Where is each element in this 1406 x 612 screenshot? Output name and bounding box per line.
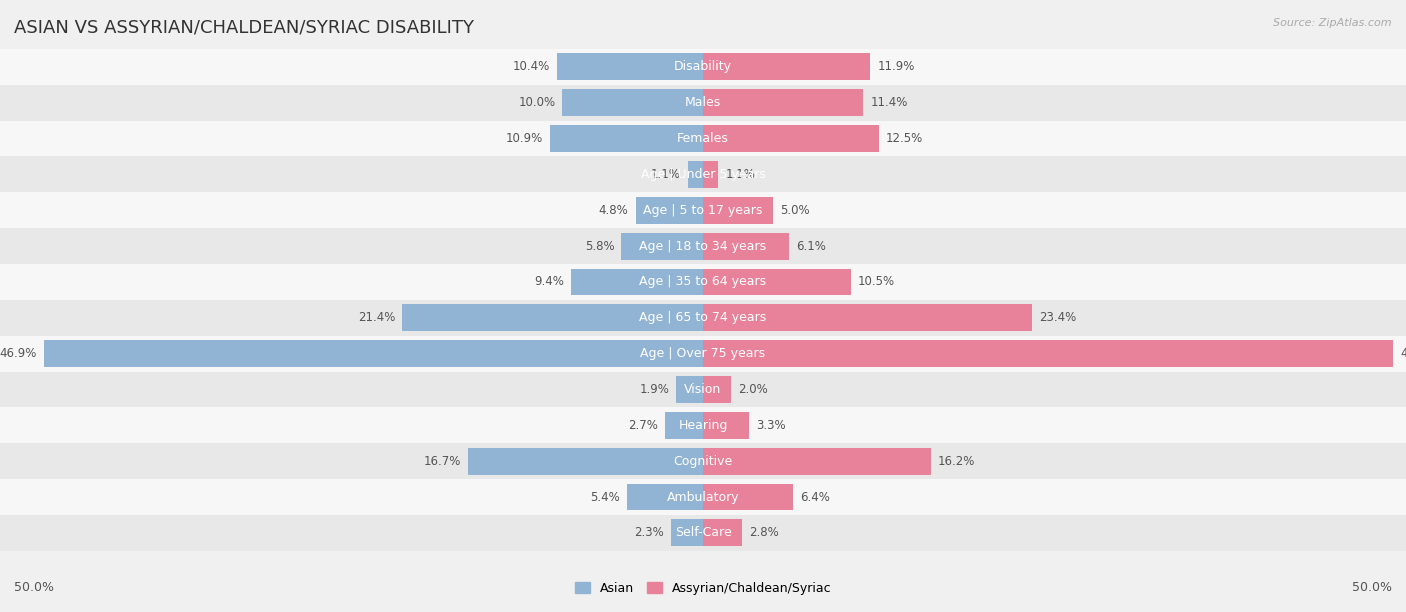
Legend: Asian, Assyrian/Chaldean/Syriac: Asian, Assyrian/Chaldean/Syriac	[569, 577, 837, 600]
Text: Self-Care: Self-Care	[675, 526, 731, 539]
Text: Age | 35 to 64 years: Age | 35 to 64 years	[640, 275, 766, 288]
Text: 1.1%: 1.1%	[725, 168, 755, 181]
Bar	[0, 192, 1406, 228]
Text: Age | Over 75 years: Age | Over 75 years	[641, 347, 765, 360]
Bar	[571, 269, 703, 296]
Bar	[0, 157, 1406, 192]
Text: 10.4%: 10.4%	[513, 61, 550, 73]
Bar	[562, 89, 703, 116]
Text: 9.4%: 9.4%	[534, 275, 564, 288]
Bar	[44, 340, 703, 367]
Text: 2.7%: 2.7%	[628, 419, 658, 432]
Bar	[0, 121, 1406, 157]
Text: 23.4%: 23.4%	[1039, 312, 1076, 324]
Text: 4.8%: 4.8%	[599, 204, 628, 217]
Text: 6.1%: 6.1%	[796, 240, 825, 253]
Text: 10.9%: 10.9%	[506, 132, 543, 145]
Text: 6.4%: 6.4%	[800, 491, 830, 504]
Bar	[0, 515, 1406, 551]
Bar	[703, 125, 879, 152]
Text: 10.5%: 10.5%	[858, 275, 894, 288]
Text: 12.5%: 12.5%	[886, 132, 922, 145]
Bar	[703, 520, 742, 547]
Bar	[665, 412, 703, 439]
Text: Vision: Vision	[685, 383, 721, 396]
Text: 46.9%: 46.9%	[0, 347, 37, 360]
Text: 10.0%: 10.0%	[519, 96, 555, 109]
Bar	[0, 336, 1406, 371]
Bar	[703, 376, 731, 403]
Bar	[636, 197, 703, 224]
Text: 21.4%: 21.4%	[357, 312, 395, 324]
Bar	[703, 448, 931, 475]
Bar	[0, 85, 1406, 121]
Text: 1.1%: 1.1%	[651, 168, 681, 181]
Text: Age | 5 to 17 years: Age | 5 to 17 years	[644, 204, 762, 217]
Text: 16.7%: 16.7%	[423, 455, 461, 468]
Text: Ambulatory: Ambulatory	[666, 491, 740, 504]
Bar	[703, 412, 749, 439]
Text: 11.4%: 11.4%	[870, 96, 908, 109]
Text: 50.0%: 50.0%	[14, 581, 53, 594]
Text: Females: Females	[678, 132, 728, 145]
Text: ASIAN VS ASSYRIAN/CHALDEAN/SYRIAC DISABILITY: ASIAN VS ASSYRIAN/CHALDEAN/SYRIAC DISABI…	[14, 18, 474, 36]
Bar	[676, 376, 703, 403]
Bar	[627, 483, 703, 510]
Bar	[703, 53, 870, 80]
Bar	[703, 233, 789, 259]
Bar	[0, 228, 1406, 264]
Bar	[703, 304, 1032, 331]
Text: Cognitive: Cognitive	[673, 455, 733, 468]
Bar	[550, 125, 703, 152]
Bar	[0, 49, 1406, 85]
Bar	[703, 161, 718, 188]
Text: 11.9%: 11.9%	[877, 61, 915, 73]
Text: Hearing: Hearing	[678, 419, 728, 432]
Bar	[703, 340, 1393, 367]
Bar	[0, 264, 1406, 300]
Text: Age | 18 to 34 years: Age | 18 to 34 years	[640, 240, 766, 253]
Text: Source: ZipAtlas.com: Source: ZipAtlas.com	[1274, 18, 1392, 28]
Bar	[0, 443, 1406, 479]
Text: 2.8%: 2.8%	[749, 526, 779, 539]
Bar	[0, 479, 1406, 515]
Text: Age | 65 to 74 years: Age | 65 to 74 years	[640, 312, 766, 324]
Text: Age | Under 5 years: Age | Under 5 years	[641, 168, 765, 181]
Bar	[621, 233, 703, 259]
Text: Males: Males	[685, 96, 721, 109]
Bar	[671, 520, 703, 547]
Text: 16.2%: 16.2%	[938, 455, 976, 468]
Text: 1.9%: 1.9%	[640, 383, 669, 396]
Bar	[703, 269, 851, 296]
Bar	[703, 483, 793, 510]
Bar	[0, 408, 1406, 443]
Text: 50.0%: 50.0%	[1353, 581, 1392, 594]
Text: 5.8%: 5.8%	[585, 240, 614, 253]
Text: 5.0%: 5.0%	[780, 204, 810, 217]
Text: 49.1%: 49.1%	[1400, 347, 1406, 360]
Bar	[557, 53, 703, 80]
Bar	[703, 197, 773, 224]
Text: 5.4%: 5.4%	[591, 491, 620, 504]
Bar	[703, 89, 863, 116]
Text: 2.3%: 2.3%	[634, 526, 664, 539]
Text: 2.0%: 2.0%	[738, 383, 768, 396]
Text: 3.3%: 3.3%	[756, 419, 786, 432]
Text: Disability: Disability	[673, 61, 733, 73]
Bar	[0, 300, 1406, 336]
Bar	[688, 161, 703, 188]
Bar	[468, 448, 703, 475]
Bar	[402, 304, 703, 331]
Bar	[0, 371, 1406, 408]
